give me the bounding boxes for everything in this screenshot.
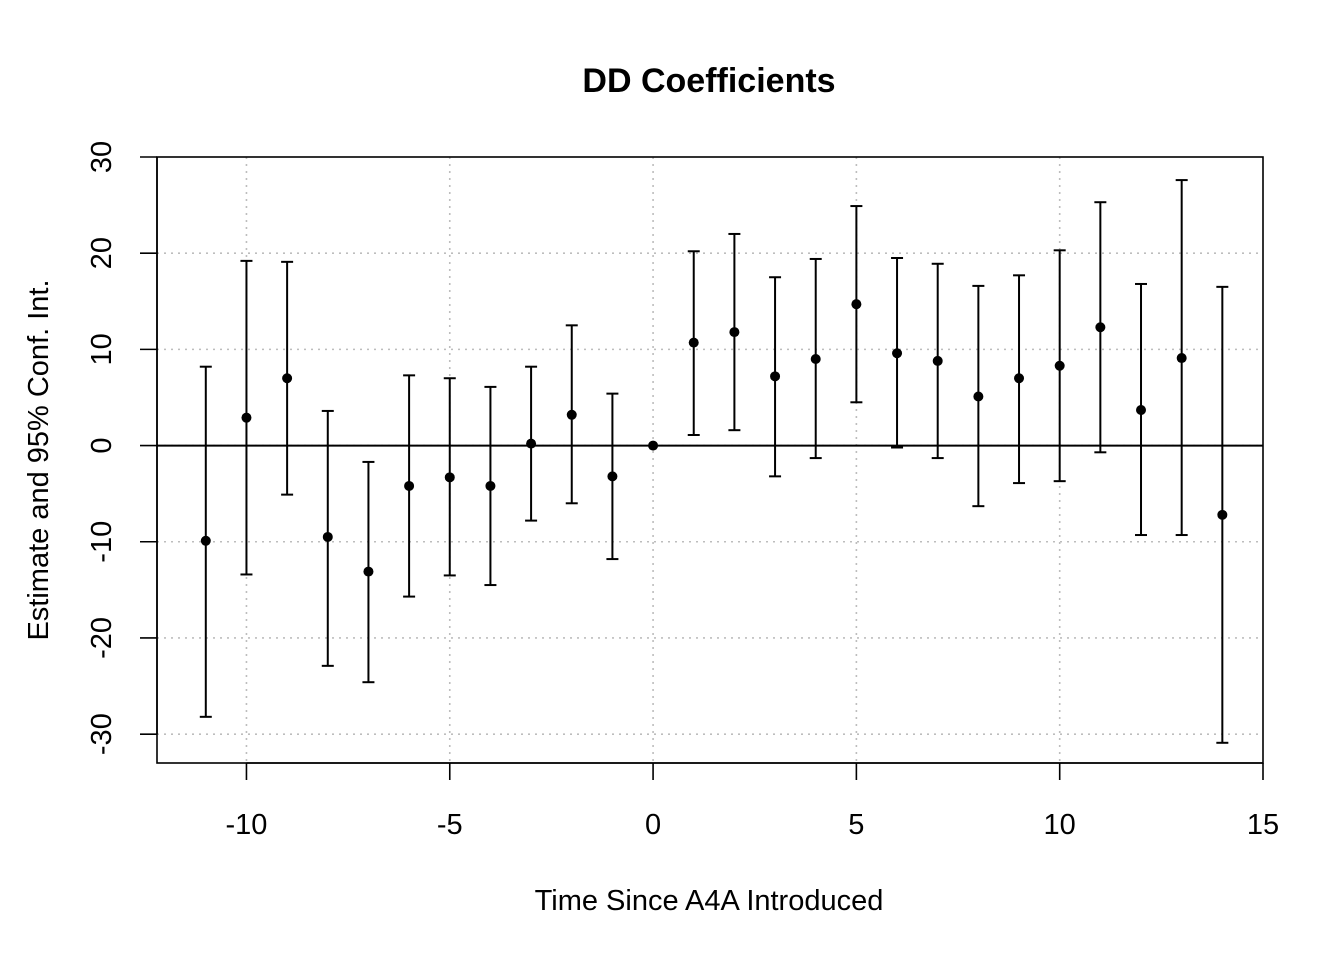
data-point: [607, 471, 618, 482]
plot-frame: [156, 156, 1264, 764]
data-point: [932, 355, 943, 366]
chart-title: DD Coefficients: [582, 62, 835, 100]
data-point: [200, 535, 211, 546]
data-point: [770, 371, 781, 382]
data-point: [851, 299, 862, 310]
y-tick-label: -20: [86, 617, 118, 659]
data-point: [1176, 353, 1187, 364]
x-tick-label: -10: [225, 809, 267, 841]
point-estimates: [200, 299, 1228, 577]
data-point: [1014, 373, 1025, 384]
y-axis: -30 -20 -10 0 10 20 30: [86, 141, 158, 755]
data-point: [810, 354, 821, 364]
error-bars: [199, 179, 1229, 744]
x-tick-label: -5: [437, 809, 463, 841]
x-axis-label: Time Since A4A Introduced: [535, 885, 884, 917]
data-point: [688, 337, 699, 348]
y-tick-label: -30: [86, 713, 118, 755]
x-tick-label: 0: [645, 809, 661, 841]
data-point: [444, 472, 455, 483]
y-tick-label: 0: [86, 438, 118, 454]
data-point: [241, 412, 252, 423]
y-tick-label: 10: [86, 333, 118, 365]
data-point: [648, 440, 659, 451]
grid-lines: [157, 157, 1263, 763]
data-point: [526, 438, 537, 449]
y-axis-label: Estimate and 95% Conf. Int.: [23, 279, 55, 640]
data-point: [973, 391, 984, 402]
y-tick-label: -10: [86, 521, 118, 563]
data-point: [485, 480, 496, 491]
data-point: [1054, 360, 1065, 371]
x-tick-label: 5: [848, 809, 864, 841]
data-point: [566, 409, 577, 420]
data-point: [363, 566, 374, 577]
data-point: [1217, 509, 1228, 520]
data-point: [892, 348, 903, 359]
data-point: [1095, 322, 1106, 333]
data-point: [1136, 404, 1147, 415]
data-point: [404, 480, 415, 491]
y-tick-label: 20: [86, 237, 118, 269]
y-tick-label: 30: [86, 141, 118, 173]
data-point: [729, 327, 740, 338]
x-tick-label: 10: [1044, 809, 1076, 841]
x-axis: -10 -5 0 5 10 15: [225, 762, 1279, 841]
data-point: [322, 531, 333, 542]
x-tick-label: 15: [1247, 809, 1279, 841]
data-point: [282, 373, 293, 384]
